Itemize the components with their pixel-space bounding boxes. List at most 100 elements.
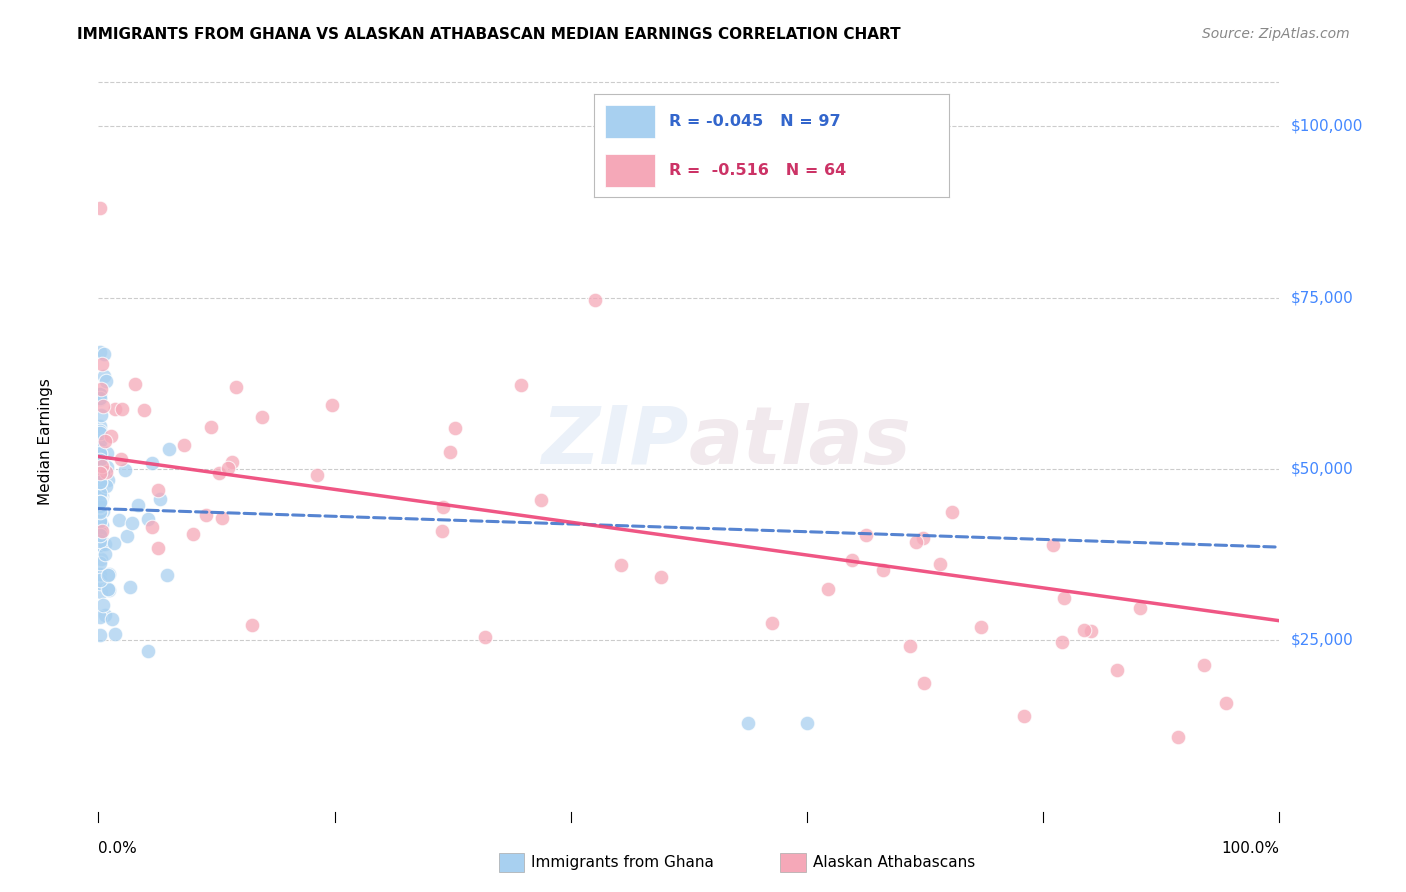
Text: $100,000: $100,000 xyxy=(1291,119,1362,134)
Text: Alaskan Athabascans: Alaskan Athabascans xyxy=(813,855,974,870)
Point xyxy=(93,347,115,361)
Point xyxy=(1042,538,1064,552)
Point xyxy=(89,493,111,508)
Point xyxy=(240,617,263,632)
Point xyxy=(1012,709,1035,723)
Point xyxy=(89,386,111,401)
Point xyxy=(173,438,195,452)
Point xyxy=(90,483,112,497)
Point xyxy=(157,442,180,456)
Point xyxy=(89,425,111,440)
Point xyxy=(610,558,633,572)
Point xyxy=(146,541,169,556)
Point xyxy=(91,399,114,413)
Point xyxy=(103,535,125,549)
Point xyxy=(89,419,111,434)
Point xyxy=(221,455,243,469)
Point xyxy=(94,608,117,623)
Point xyxy=(89,468,111,483)
Point xyxy=(1050,635,1073,649)
Point xyxy=(97,567,120,582)
Point xyxy=(104,402,127,417)
Point xyxy=(89,453,111,467)
Point xyxy=(89,468,111,483)
Point xyxy=(89,575,111,590)
Point xyxy=(90,492,112,507)
Point xyxy=(89,573,111,587)
Point xyxy=(89,462,111,476)
Point xyxy=(1215,696,1237,710)
Text: ZIP: ZIP xyxy=(541,402,689,481)
Point xyxy=(439,444,461,458)
Point xyxy=(89,499,111,513)
Point xyxy=(100,429,122,443)
Point xyxy=(89,628,111,642)
Point xyxy=(970,620,993,634)
Point xyxy=(90,489,112,503)
Point xyxy=(91,459,114,474)
Point xyxy=(89,484,111,499)
Point xyxy=(89,489,111,503)
Point xyxy=(156,568,179,582)
Point xyxy=(181,527,204,541)
Point xyxy=(898,639,921,653)
Point xyxy=(90,552,112,566)
Point xyxy=(89,495,111,509)
Point xyxy=(89,495,111,509)
Point xyxy=(89,495,111,509)
Point xyxy=(94,374,117,388)
Point xyxy=(110,452,132,467)
Point xyxy=(650,570,672,584)
Point xyxy=(872,563,894,577)
Point xyxy=(841,553,863,567)
Point xyxy=(817,582,839,596)
Point xyxy=(89,424,111,438)
Point xyxy=(94,478,117,492)
Point xyxy=(89,526,111,541)
Point xyxy=(208,466,231,480)
Point xyxy=(911,531,934,545)
Point xyxy=(855,528,877,542)
Point xyxy=(89,504,111,518)
Point xyxy=(1073,623,1095,637)
Point xyxy=(89,534,111,549)
Point xyxy=(91,504,114,518)
Point xyxy=(89,505,111,519)
Point xyxy=(217,460,239,475)
Point xyxy=(321,398,343,412)
Point xyxy=(510,377,533,392)
Point xyxy=(1080,624,1102,638)
Point xyxy=(90,455,112,469)
Point xyxy=(90,382,112,396)
Point xyxy=(530,492,553,507)
Point xyxy=(96,446,118,460)
Point xyxy=(737,715,759,730)
Point xyxy=(912,676,935,690)
Point xyxy=(89,515,111,529)
Point xyxy=(115,529,138,543)
Point xyxy=(89,483,111,497)
Point xyxy=(1192,657,1215,672)
Text: $50,000: $50,000 xyxy=(1291,461,1354,476)
Point xyxy=(114,463,136,477)
Point xyxy=(89,392,111,407)
Point xyxy=(98,582,121,597)
Point xyxy=(127,498,149,512)
Point xyxy=(101,611,124,625)
Text: $75,000: $75,000 xyxy=(1291,290,1354,305)
Point xyxy=(89,386,111,401)
Point xyxy=(89,344,111,359)
Point xyxy=(97,582,120,596)
Point xyxy=(195,508,218,522)
Text: $25,000: $25,000 xyxy=(1291,632,1354,648)
Point xyxy=(89,485,111,500)
Point xyxy=(443,421,465,435)
Point xyxy=(89,480,111,494)
Text: atlas: atlas xyxy=(689,402,911,481)
Point xyxy=(94,547,117,561)
Point xyxy=(89,391,111,405)
Point xyxy=(941,505,963,519)
Point xyxy=(93,369,115,384)
Point xyxy=(134,403,156,417)
Point xyxy=(90,408,112,422)
